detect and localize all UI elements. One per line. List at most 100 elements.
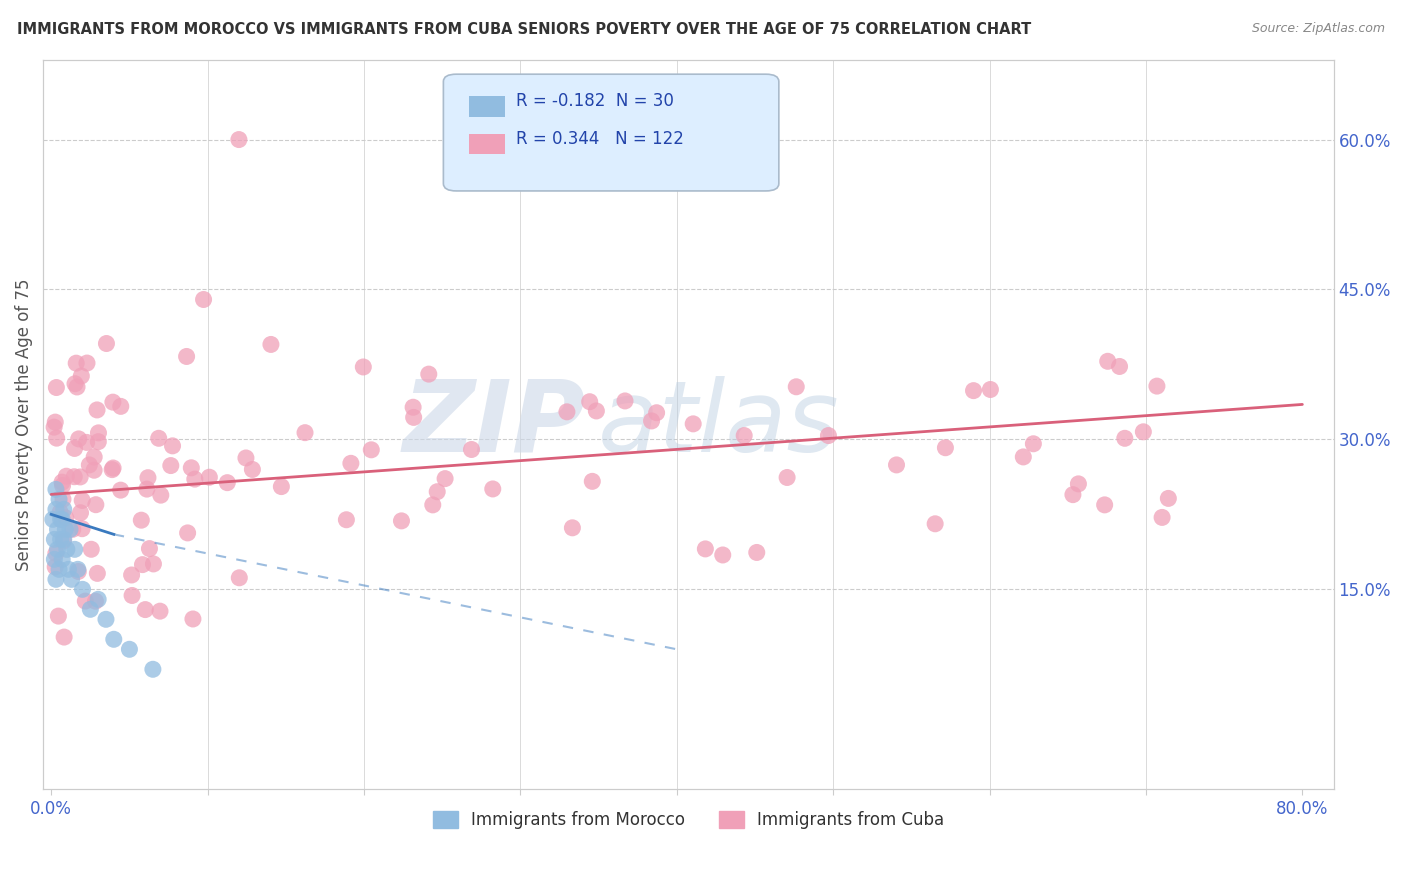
Point [83, 463, 105, 477]
Text: atlas: atlas [598, 376, 839, 473]
Point [733, 428, 755, 442]
Text: R = 0.344   N = 122: R = 0.344 N = 122 [516, 130, 683, 148]
Point [934, 441, 956, 455]
Point [1157, 491, 1180, 506]
Point [66, 562, 89, 576]
Point [69, 470, 91, 484]
Point [84, 594, 107, 608]
Bar [470, 134, 505, 154]
Point [63, 469, 86, 483]
Point [52, 502, 75, 516]
Text: ZIP: ZIP [402, 376, 585, 473]
Point [131, 513, 153, 527]
Point [645, 406, 668, 420]
FancyBboxPatch shape [443, 74, 779, 191]
Point [776, 470, 799, 484]
Point [136, 471, 159, 485]
Point [180, 460, 202, 475]
Point [96, 336, 118, 351]
Point [51, 478, 73, 492]
Point [52, 492, 75, 507]
Point [979, 383, 1001, 397]
Point [460, 442, 482, 457]
Point [44, 533, 66, 547]
Point [87, 434, 110, 449]
Point [72, 582, 94, 597]
Point [142, 557, 165, 571]
Point [44, 552, 66, 566]
Point [63, 542, 86, 557]
Point [63, 442, 86, 456]
Point [49, 512, 72, 526]
Point [80, 542, 103, 557]
Point [45, 572, 67, 586]
Point [101, 395, 124, 409]
Point [555, 405, 578, 419]
Point [51, 512, 73, 526]
Text: Source: ZipAtlas.com: Source: ZipAtlas.com [1251, 22, 1385, 36]
Point [1094, 498, 1116, 512]
Point [422, 498, 444, 512]
Point [184, 472, 207, 486]
Point [217, 475, 239, 490]
Point [52, 533, 75, 547]
Point [45, 483, 67, 497]
Y-axis label: Seniors Poverty Over the Age of 75: Seniors Poverty Over the Age of 75 [15, 278, 32, 571]
Point [228, 571, 250, 585]
Point [817, 428, 839, 442]
Text: IMMIGRANTS FROM MOROCCO VS IMMIGRANTS FROM CUBA SENIORS POVERTY OVER THE AGE OF : IMMIGRANTS FROM MOROCCO VS IMMIGRANTS FR… [17, 22, 1031, 37]
Point [62, 522, 84, 536]
Bar [470, 96, 505, 117]
Point [176, 350, 198, 364]
Point [402, 401, 425, 415]
Point [42, 420, 65, 434]
Point [44, 415, 66, 429]
Point [193, 293, 215, 307]
Point [83, 450, 105, 464]
Point [86, 403, 108, 417]
Point [87, 425, 110, 440]
Point [75, 594, 97, 608]
Point [1067, 476, 1090, 491]
Point [49, 533, 72, 547]
Point [45, 431, 67, 445]
Point [87, 592, 110, 607]
Point [176, 525, 198, 540]
Point [70, 369, 93, 384]
Point [149, 604, 172, 618]
Point [270, 480, 292, 494]
Point [1114, 431, 1136, 445]
Point [103, 632, 125, 647]
Point [1108, 359, 1130, 374]
Point [235, 450, 257, 465]
Point [640, 414, 662, 428]
Point [434, 472, 457, 486]
Point [52, 533, 75, 548]
Point [65, 356, 87, 370]
Point [1022, 437, 1045, 451]
Point [67, 565, 90, 579]
Point [159, 458, 181, 473]
Point [1097, 354, 1119, 368]
Point [1062, 488, 1084, 502]
Point [56, 542, 79, 557]
Point [148, 431, 170, 445]
Point [585, 404, 607, 418]
Point [60, 572, 83, 586]
Point [58, 562, 80, 576]
Point [695, 541, 717, 556]
Point [260, 337, 283, 351]
Point [48, 609, 70, 624]
Point [45, 502, 67, 516]
Point [785, 380, 807, 394]
Point [46, 522, 69, 536]
Point [242, 462, 264, 476]
Point [84, 498, 107, 512]
Point [94, 612, 117, 626]
Point [101, 461, 124, 475]
Point [121, 589, 143, 603]
Point [69, 506, 91, 520]
Point [59, 522, 82, 536]
Point [131, 558, 153, 572]
Point [924, 516, 946, 531]
